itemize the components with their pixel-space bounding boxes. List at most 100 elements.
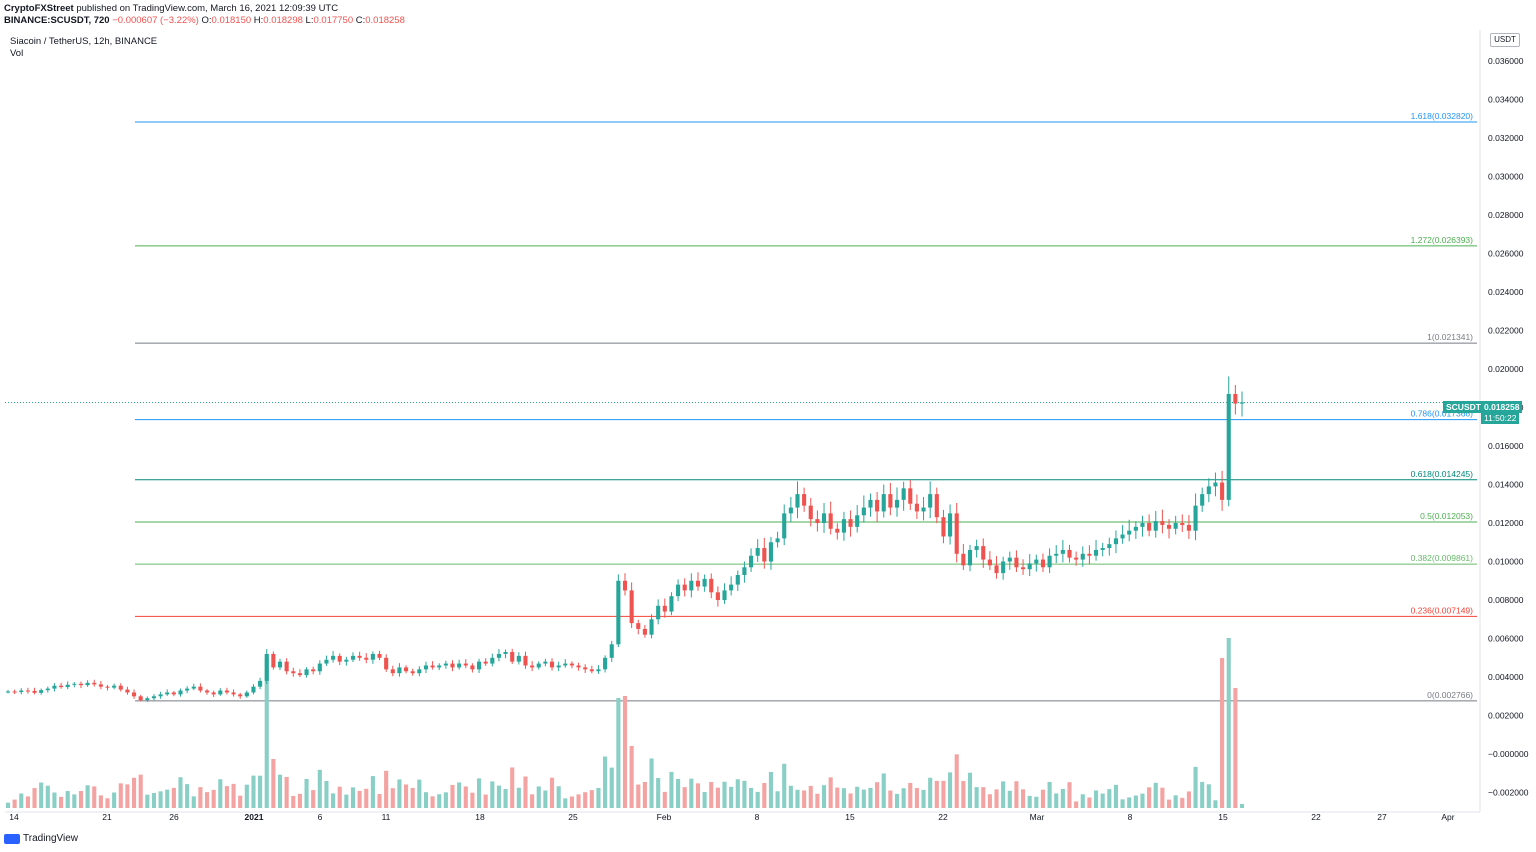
volume-bar — [52, 792, 57, 808]
candle-body — [808, 505, 813, 520]
volume-bar — [775, 791, 780, 808]
volume-bar — [503, 789, 508, 808]
x-tick-label: 2021 — [245, 812, 264, 822]
published-text: published on TradingView.com, March 16, … — [76, 3, 339, 14]
volume-bar — [516, 787, 521, 808]
candle-body — [695, 580, 701, 587]
candle-body — [748, 555, 754, 568]
volume-bar — [1200, 781, 1205, 808]
volume-bar — [1233, 688, 1238, 808]
volume-bar — [901, 788, 906, 808]
volume-bar — [1166, 799, 1172, 808]
candle-body — [337, 655, 342, 662]
fib-level-label: 0(0.002766) — [1427, 690, 1473, 700]
candle-body — [1127, 530, 1132, 535]
x-tick-label: 15 — [845, 812, 855, 822]
volume-bar — [908, 782, 913, 808]
volume-bar — [722, 781, 727, 808]
candle-body — [437, 665, 442, 668]
candle-body — [755, 548, 760, 556]
candle-body — [848, 519, 853, 527]
candle-body — [762, 548, 767, 562]
volume-bar — [954, 754, 959, 808]
volume-bar — [105, 798, 110, 808]
tradingview-icon — [4, 833, 20, 844]
volume-bar — [178, 777, 183, 808]
x-tick-label: 21 — [102, 812, 112, 822]
volume-bar — [1140, 793, 1145, 808]
volume-bar — [165, 789, 170, 808]
volume-bar — [649, 758, 654, 808]
volume-bar — [603, 756, 608, 808]
volume-bar — [788, 785, 793, 808]
fib-level-label: 0.236(0.007149) — [1411, 605, 1474, 615]
candle-body — [377, 653, 382, 658]
volume-bar — [523, 776, 528, 808]
volume-bar — [490, 781, 495, 808]
candle-body — [768, 542, 774, 562]
candle-body — [729, 584, 734, 591]
volume-bar — [437, 794, 442, 808]
volume-bar — [244, 784, 249, 808]
candle-body — [987, 559, 992, 566]
volume-bar — [689, 778, 694, 808]
volume-bar — [782, 763, 787, 808]
y-tick-label: 0.034000 — [1488, 94, 1524, 104]
volume-bar — [755, 791, 760, 808]
candle-body — [1193, 505, 1198, 531]
volume-bar — [563, 798, 568, 808]
candle-body — [231, 692, 236, 695]
volume-bar — [12, 799, 17, 808]
candle-body — [908, 488, 913, 504]
candle-body — [277, 661, 283, 668]
candle-body — [1014, 557, 1019, 568]
volume-bar — [543, 790, 548, 808]
candle-body — [1074, 557, 1079, 560]
volume-bar — [1147, 787, 1152, 808]
candle-body — [589, 669, 594, 672]
y-tick-label: 0.030000 — [1488, 171, 1524, 181]
volume-bar — [768, 772, 774, 808]
candle-body — [1213, 482, 1218, 487]
candle-body — [1140, 522, 1145, 527]
candle-body — [1220, 482, 1225, 500]
x-tick-label: 18 — [475, 812, 485, 822]
candle-body — [105, 686, 110, 688]
countdown-tag: 11:50:22 — [1481, 412, 1520, 424]
candle-body — [271, 653, 276, 668]
candle-body — [795, 494, 800, 508]
close-value: 0.018258 — [365, 15, 405, 26]
volume-bar — [238, 795, 243, 808]
volume-bar — [556, 786, 561, 808]
volume-bar — [583, 792, 588, 808]
volume-bar — [1127, 797, 1132, 808]
candle-body — [258, 680, 263, 687]
candle-body — [1040, 559, 1046, 568]
volume-bar — [357, 790, 362, 808]
high-value: 0.018298 — [263, 15, 303, 26]
volume-bar — [875, 782, 880, 808]
candle-body — [112, 685, 117, 688]
volume-bar — [410, 787, 415, 808]
volume-bar — [1113, 784, 1119, 808]
volume-bar — [1067, 782, 1072, 808]
volume-bar — [815, 793, 820, 808]
volume-bar — [65, 791, 70, 808]
candle-body — [1180, 522, 1185, 525]
volume-bar — [1087, 797, 1092, 808]
candle-body — [1100, 548, 1105, 550]
candle-body — [1166, 524, 1172, 529]
volume-bar — [496, 785, 502, 808]
candle-body — [689, 580, 694, 591]
candle-body — [556, 665, 561, 668]
volume-bar — [397, 779, 402, 808]
candle-body — [974, 546, 979, 550]
candle-body — [1133, 526, 1138, 531]
tradingview-logo[interactable]: TradingView — [4, 833, 78, 844]
volume-bar — [417, 779, 422, 808]
candle-body — [145, 698, 150, 701]
symbol-tag: SCUSDT — [1443, 401, 1484, 413]
volume-bar — [808, 785, 813, 808]
currency-badge[interactable]: USDT — [1490, 33, 1520, 47]
